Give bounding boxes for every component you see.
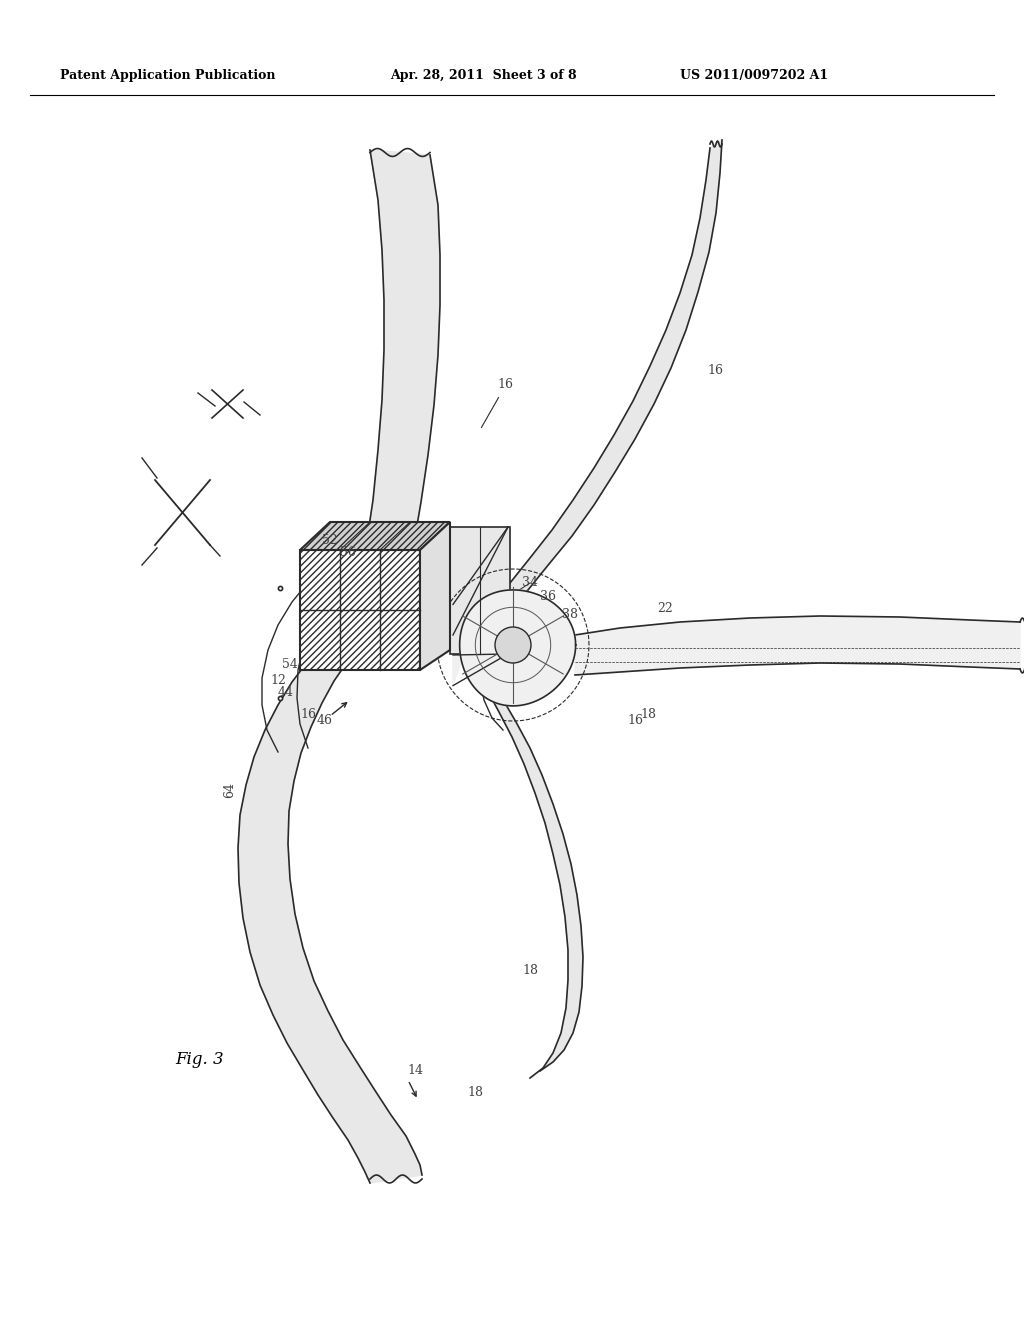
Polygon shape <box>460 590 575 706</box>
Text: 56: 56 <box>340 545 356 558</box>
Text: Fig. 3: Fig. 3 <box>175 1052 223 1068</box>
Polygon shape <box>315 150 440 653</box>
Text: 16: 16 <box>707 363 723 376</box>
Text: 12: 12 <box>270 673 286 686</box>
Polygon shape <box>449 640 583 1078</box>
Text: Apr. 28, 2011  Sheet 3 of 8: Apr. 28, 2011 Sheet 3 of 8 <box>390 69 577 82</box>
Text: 36: 36 <box>540 590 556 603</box>
Polygon shape <box>300 521 450 550</box>
Text: 52: 52 <box>323 533 338 546</box>
Text: US 2011/0097202 A1: US 2011/0097202 A1 <box>680 69 828 82</box>
Polygon shape <box>238 652 422 1183</box>
Text: 14: 14 <box>407 1064 423 1077</box>
Text: 16: 16 <box>497 379 513 392</box>
Polygon shape <box>450 527 510 653</box>
Text: 16: 16 <box>300 709 316 722</box>
Text: 64: 64 <box>223 781 237 799</box>
Polygon shape <box>420 521 450 671</box>
Text: Patent Application Publication: Patent Application Publication <box>60 69 275 82</box>
Text: 18: 18 <box>522 964 538 977</box>
Polygon shape <box>300 550 420 671</box>
Text: 38: 38 <box>562 607 578 620</box>
Text: 44: 44 <box>278 685 294 698</box>
Text: 54: 54 <box>282 659 298 672</box>
Text: 46: 46 <box>317 714 333 726</box>
Polygon shape <box>449 140 722 648</box>
Text: 18: 18 <box>640 709 656 722</box>
Circle shape <box>495 627 531 663</box>
Polygon shape <box>575 616 1020 675</box>
Text: 16: 16 <box>627 714 643 726</box>
Text: 34: 34 <box>522 577 538 590</box>
Text: 18: 18 <box>467 1086 483 1100</box>
Polygon shape <box>453 527 508 685</box>
Text: 22: 22 <box>657 602 673 615</box>
